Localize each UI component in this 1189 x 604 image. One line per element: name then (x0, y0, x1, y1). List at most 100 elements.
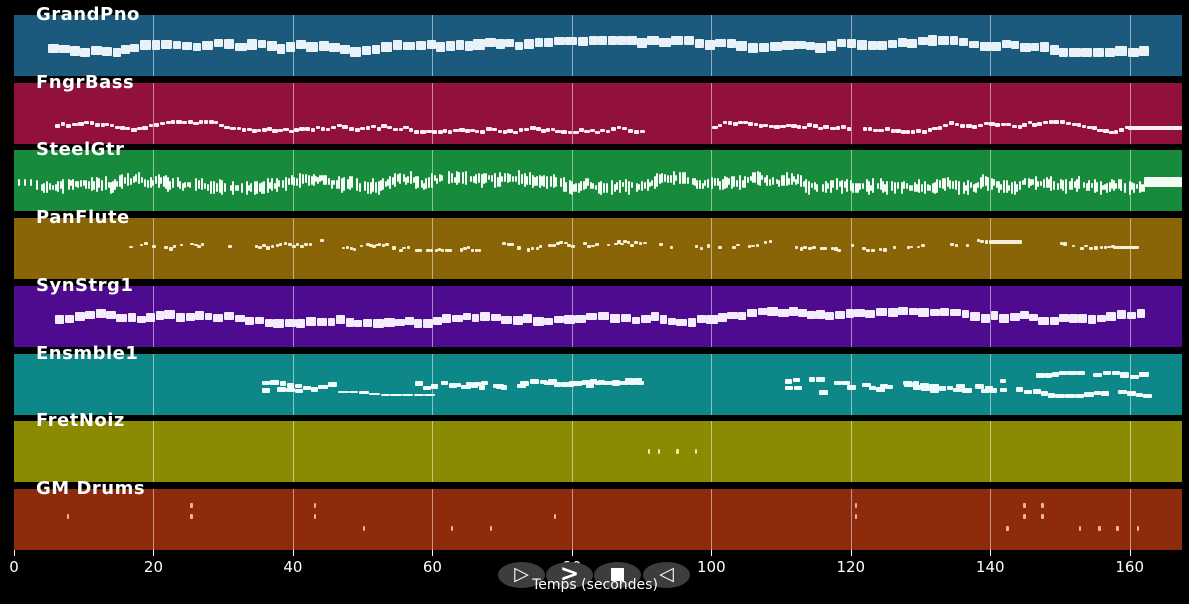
midi-note (287, 178, 290, 186)
midi-note (127, 313, 137, 322)
midi-note (136, 316, 146, 324)
midi-note (304, 173, 307, 184)
midi-note (458, 172, 461, 184)
play-icon: ▷ (514, 562, 529, 585)
midi-note (965, 123, 972, 128)
midi-note (1040, 181, 1043, 187)
midi-note (590, 379, 598, 384)
midi-note (606, 243, 611, 247)
midi-note (396, 174, 399, 183)
midi-note (567, 243, 571, 248)
midi-note (623, 239, 627, 243)
midi-note (530, 246, 535, 250)
midi-note (792, 176, 795, 183)
midi-note (286, 42, 296, 52)
midi-note (1053, 120, 1060, 124)
midi-note (799, 247, 804, 251)
midi-note (84, 120, 90, 124)
midi-note (713, 178, 716, 186)
midi-note (1140, 184, 1143, 192)
midi-note (541, 176, 544, 186)
midi-note (969, 182, 972, 189)
midi-note (1037, 122, 1043, 126)
midi-note (505, 38, 515, 48)
midi-note (834, 381, 842, 386)
midi-note (445, 41, 455, 52)
midi-note (316, 318, 328, 327)
midi-note (240, 182, 243, 193)
midi-note (1097, 128, 1103, 133)
midi-note (712, 125, 718, 129)
midi-note (1136, 183, 1139, 190)
midi-note (234, 314, 245, 323)
gridline (1129, 15, 1131, 76)
midi-note (611, 179, 614, 195)
stop-button[interactable]: ■ (594, 562, 641, 588)
midi-note (445, 249, 449, 253)
midi-note (1135, 392, 1143, 397)
midi-note (464, 41, 473, 52)
midi-note (361, 46, 372, 56)
midi-note (384, 318, 395, 328)
midi-note (1076, 179, 1079, 192)
midi-note (502, 241, 506, 246)
rewind-button[interactable]: ◁ (643, 562, 690, 588)
midi-note (838, 180, 841, 188)
midi-note (375, 181, 378, 193)
midi-note (1006, 525, 1009, 531)
midi-note (786, 171, 789, 187)
track-label: SynStrg1 (36, 274, 134, 296)
midi-note (327, 382, 338, 387)
midi-note (232, 180, 235, 196)
midi-note (938, 125, 943, 130)
midi-note (989, 122, 995, 127)
midi-note (534, 176, 537, 187)
midi-note (101, 179, 104, 191)
midi-note (139, 243, 144, 247)
midi-note (448, 383, 457, 388)
midi-note (1099, 246, 1104, 250)
midi-note (575, 183, 578, 193)
midi-note (523, 314, 533, 323)
midi-note (436, 42, 446, 52)
midi-note (327, 317, 336, 327)
midi-note (1065, 393, 1075, 398)
midi-note (385, 243, 389, 246)
midi-note (659, 242, 663, 247)
midi-note (192, 43, 202, 52)
midi-note (340, 45, 350, 54)
midi-note (837, 39, 847, 48)
midi-note (671, 36, 683, 46)
midi-note (877, 40, 888, 50)
midi-note (496, 39, 505, 49)
midi-note (474, 249, 479, 252)
midi-note (387, 178, 390, 186)
midi-note (630, 182, 633, 188)
midi-note (106, 311, 116, 320)
midi-note (102, 46, 113, 57)
midi-note (917, 36, 928, 45)
midi-note (656, 172, 659, 188)
midi-note (218, 123, 224, 128)
midi-note (1078, 314, 1088, 323)
midi-note (946, 177, 949, 188)
midi-note (794, 178, 797, 185)
midi-note (625, 377, 634, 383)
axis-tick-mark (850, 550, 852, 556)
midi-note (982, 173, 985, 187)
play-button[interactable]: ▷ (498, 562, 545, 588)
midi-note (1112, 179, 1115, 191)
midi-note (155, 176, 158, 184)
midi-note (219, 178, 222, 193)
fast-forward-button[interactable]: > (546, 562, 593, 588)
midi-note (492, 128, 498, 132)
midi-note (928, 185, 931, 191)
midi-note (1096, 182, 1099, 193)
midi-note (1104, 47, 1115, 58)
midi-note (865, 309, 875, 318)
fast-forward-icon: > (559, 560, 580, 587)
track-lane-ensmble1 (14, 353, 1182, 415)
midi-note (132, 176, 135, 183)
midi-note (536, 127, 541, 131)
